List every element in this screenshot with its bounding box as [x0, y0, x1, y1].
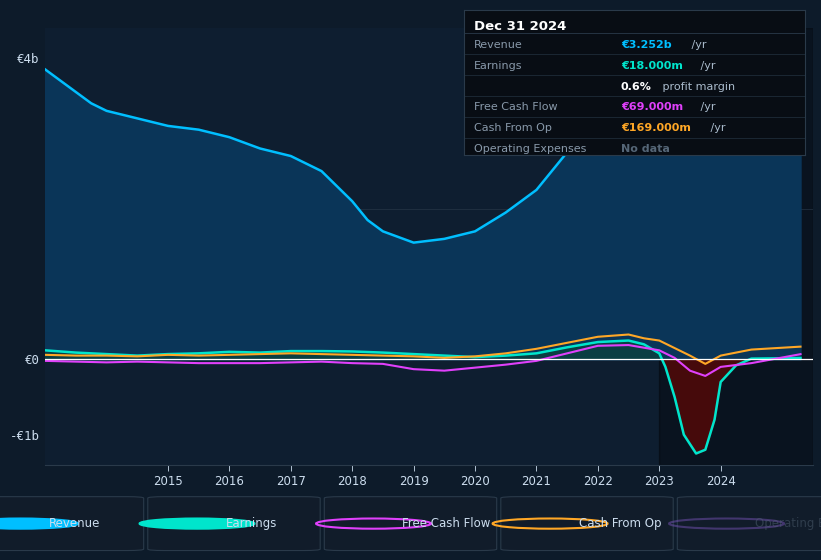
Text: /yr: /yr [707, 123, 725, 133]
Text: Operating Expenses: Operating Expenses [475, 144, 587, 154]
Text: €69.000m: €69.000m [621, 102, 683, 113]
FancyBboxPatch shape [324, 497, 497, 550]
Text: No data: No data [621, 144, 670, 154]
Text: profit margin: profit margin [659, 82, 735, 91]
Text: Dec 31 2024: Dec 31 2024 [475, 20, 566, 33]
Text: /yr: /yr [688, 40, 706, 50]
Text: /yr: /yr [697, 102, 716, 113]
FancyBboxPatch shape [501, 497, 673, 550]
FancyBboxPatch shape [0, 497, 144, 550]
Text: Cash From Op: Cash From Op [579, 517, 661, 530]
Text: /yr: /yr [697, 60, 716, 71]
Circle shape [0, 519, 78, 529]
Text: €169.000m: €169.000m [621, 123, 690, 133]
Text: Free Cash Flow: Free Cash Flow [475, 102, 557, 113]
Text: €18.000m: €18.000m [621, 60, 683, 71]
Text: Cash From Op: Cash From Op [475, 123, 552, 133]
Bar [659, 28, 813, 465]
Text: €3.252b: €3.252b [621, 40, 672, 50]
Text: Earnings: Earnings [226, 517, 277, 530]
Text: Operating Expenses: Operating Expenses [755, 517, 821, 530]
Circle shape [140, 519, 255, 529]
FancyBboxPatch shape [677, 497, 821, 550]
Text: Earnings: Earnings [475, 60, 523, 71]
FancyBboxPatch shape [148, 497, 320, 550]
Text: Revenue: Revenue [49, 517, 101, 530]
Text: Free Cash Flow: Free Cash Flow [402, 517, 491, 530]
Text: Revenue: Revenue [475, 40, 523, 50]
Text: 0.6%: 0.6% [621, 82, 652, 91]
